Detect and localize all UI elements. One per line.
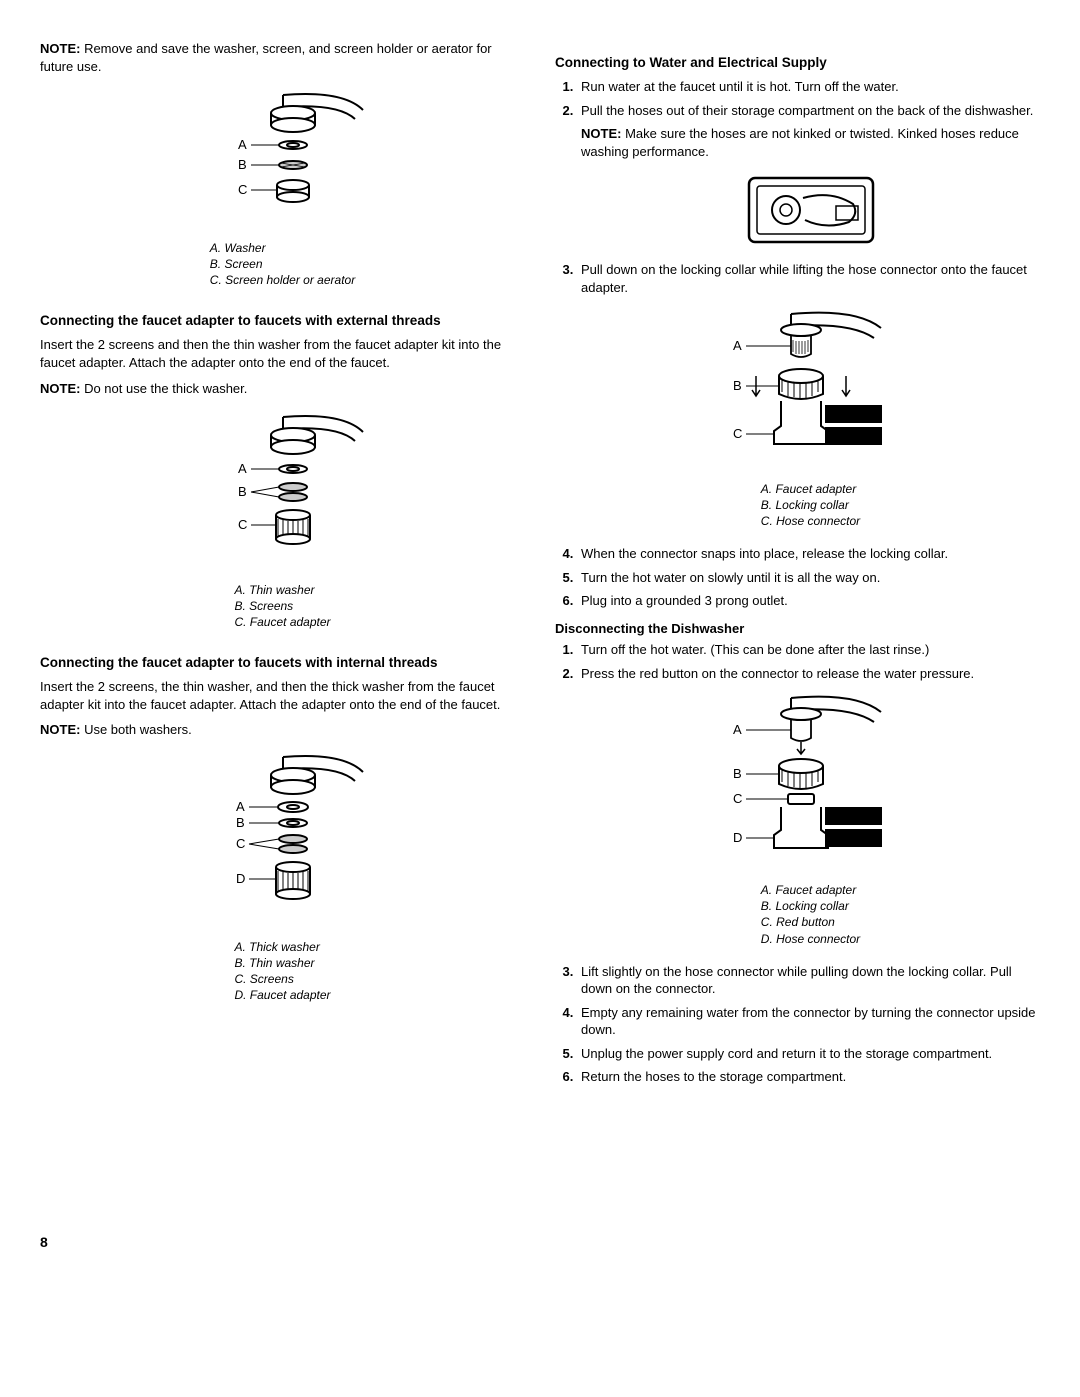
page-number: 8 bbox=[40, 1233, 525, 1252]
fig5-caption: A. Faucet adapter B. Locking collar C. R… bbox=[761, 882, 860, 947]
fig1-caption-wrap: A. Washer B. Screen C. Screen holder or … bbox=[40, 236, 525, 299]
note-lead: NOTE: bbox=[581, 126, 621, 141]
disconnect-step-1: Turn off the hot water. (This can be don… bbox=[577, 641, 1040, 659]
fig3-label-a: A bbox=[236, 799, 245, 814]
disconnect-step-6: Return the hoses to the storage compartm… bbox=[577, 1068, 1040, 1086]
figure-1: A B C bbox=[40, 85, 525, 230]
fig5-label-d: D bbox=[733, 830, 742, 845]
fig3-caption-d: D. Faucet adapter bbox=[234, 987, 330, 1003]
connect-step-2: Pull the hoses out of their storage comp… bbox=[577, 102, 1040, 255]
faucet-diagram-3-icon: A B C D bbox=[183, 749, 383, 924]
fig4-label-b: B bbox=[733, 378, 742, 393]
connect-step-1: Run water at the faucet until it is hot.… bbox=[577, 78, 1040, 96]
fig5-label-a: A bbox=[733, 722, 742, 737]
fig3-label-c: C bbox=[236, 836, 245, 851]
top-note: NOTE: Remove and save the washer, screen… bbox=[40, 40, 525, 75]
connect-step-6: Plug into a grounded 3 prong outlet. bbox=[577, 592, 1040, 610]
page-body: NOTE: Remove and save the washer, screen… bbox=[40, 40, 1040, 1252]
note-lead: NOTE: bbox=[40, 722, 80, 737]
figure-compartment bbox=[581, 170, 1040, 255]
fig2-caption-c: C. Faucet adapter bbox=[234, 614, 330, 630]
fig3-label-d: D bbox=[236, 871, 245, 886]
figure-3: A B C D bbox=[40, 749, 525, 929]
figure-2: A B C bbox=[40, 407, 525, 572]
note-lead: NOTE: bbox=[40, 41, 80, 56]
figure-5: A B C D bbox=[581, 692, 1040, 872]
fig1-label-b: B bbox=[238, 157, 247, 172]
fig4-caption: A. Faucet adapter B. Locking collar C. H… bbox=[761, 481, 860, 530]
fig1-caption-a: A. Washer bbox=[210, 240, 355, 256]
fig3-caption-a: A. Thick washer bbox=[234, 939, 330, 955]
fig2-caption-a: A. Thin washer bbox=[234, 582, 330, 598]
fig5-label-b: B bbox=[733, 766, 742, 781]
fig3-caption-b: B. Thin washer bbox=[234, 955, 330, 971]
note-text: Use both washers. bbox=[80, 722, 191, 737]
fig3-caption: A. Thick washer B. Thin washer C. Screen… bbox=[234, 939, 330, 1004]
disconnect-step-2: Press the red button on the connector to… bbox=[577, 665, 1040, 957]
fig5-caption-a: A. Faucet adapter bbox=[761, 882, 860, 898]
faucet-diagram-1-icon: A B C bbox=[183, 85, 383, 225]
dstep2-text: Press the red button on the connector to… bbox=[581, 666, 974, 681]
heading-external-threads: Connecting the faucet adapter to faucets… bbox=[40, 312, 525, 330]
fig5-caption-c: C. Red button bbox=[761, 914, 860, 930]
disconnect-step-4: Empty any remaining water from the conne… bbox=[577, 1004, 1040, 1039]
fig1-label-c: C bbox=[238, 182, 247, 197]
fig5-caption-wrap: A. Faucet adapter B. Locking collar C. R… bbox=[581, 878, 1040, 957]
disconnect-diagram-icon: A B C D bbox=[696, 692, 926, 867]
note-lead: NOTE: bbox=[40, 381, 80, 396]
note-internal: NOTE: Use both washers. bbox=[40, 721, 525, 739]
note-text: Make sure the hoses are not kinked or tw… bbox=[581, 126, 1019, 159]
heading-disconnecting: Disconnecting the Dishwasher bbox=[555, 620, 1040, 638]
step3-text: Pull down on the locking collar while li… bbox=[581, 262, 1027, 295]
faucet-diagram-2-icon: A B C bbox=[183, 407, 383, 567]
step2-note: NOTE: Make sure the hoses are not kinked… bbox=[581, 125, 1040, 160]
heading-connecting-supply: Connecting to Water and Electrical Suppl… bbox=[555, 54, 1040, 72]
fig5-caption-b: B. Locking collar bbox=[761, 898, 860, 914]
fig2-caption-b: B. Screens bbox=[234, 598, 330, 614]
figure-4: A B C bbox=[581, 306, 1040, 471]
hose-connector-diagram-icon: A B C bbox=[696, 306, 926, 466]
para-external: Insert the 2 screens and then the thin w… bbox=[40, 336, 525, 371]
fig4-label-c: C bbox=[733, 426, 742, 441]
fig1-caption-c: C. Screen holder or aerator bbox=[210, 272, 355, 288]
fig5-label-c: C bbox=[733, 791, 742, 806]
note-external: NOTE: Do not use the thick washer. bbox=[40, 380, 525, 398]
connect-step-3: Pull down on the locking collar while li… bbox=[577, 261, 1040, 539]
fig3-caption-wrap: A. Thick washer B. Thin washer C. Screen… bbox=[40, 935, 525, 1014]
fig2-label-c: C bbox=[238, 517, 247, 532]
fig4-caption-a: A. Faucet adapter bbox=[761, 481, 860, 497]
fig1-label-a: A bbox=[238, 137, 247, 152]
disconnect-step-5: Unplug the power supply cord and return … bbox=[577, 1045, 1040, 1063]
right-column: Connecting to Water and Electrical Suppl… bbox=[555, 40, 1040, 1252]
disconnect-steps: Turn off the hot water. (This can be don… bbox=[555, 641, 1040, 1086]
fig4-caption-b: B. Locking collar bbox=[761, 497, 860, 513]
fig2-caption-wrap: A. Thin washer B. Screens C. Faucet adap… bbox=[40, 578, 525, 641]
note-text: Do not use the thick washer. bbox=[80, 381, 247, 396]
fig1-caption: A. Washer B. Screen C. Screen holder or … bbox=[210, 240, 355, 289]
disconnect-step-3: Lift slightly on the hose connector whil… bbox=[577, 963, 1040, 998]
left-column: NOTE: Remove and save the washer, screen… bbox=[40, 40, 525, 1252]
fig2-caption: A. Thin washer B. Screens C. Faucet adap… bbox=[234, 582, 330, 631]
fig5-caption-d: D. Hose connector bbox=[761, 931, 860, 947]
connect-step-4: When the connector snaps into place, rel… bbox=[577, 545, 1040, 563]
hose-compartment-icon bbox=[741, 170, 881, 250]
fig3-label-b: B bbox=[236, 815, 245, 830]
fig2-label-b: B bbox=[238, 484, 247, 499]
fig4-label-a: A bbox=[733, 338, 742, 353]
fig4-caption-c: C. Hose connector bbox=[761, 513, 860, 529]
connect-step-5: Turn the hot water on slowly until it is… bbox=[577, 569, 1040, 587]
fig1-caption-b: B. Screen bbox=[210, 256, 355, 272]
step2-text: Pull the hoses out of their storage comp… bbox=[581, 103, 1033, 118]
fig4-caption-wrap: A. Faucet adapter B. Locking collar C. H… bbox=[581, 477, 1040, 540]
fig3-caption-c: C. Screens bbox=[234, 971, 330, 987]
connect-steps: Run water at the faucet until it is hot.… bbox=[555, 78, 1040, 610]
fig2-label-a: A bbox=[238, 461, 247, 476]
heading-internal-threads: Connecting the faucet adapter to faucets… bbox=[40, 654, 525, 672]
para-internal: Insert the 2 screens, the thin washer, a… bbox=[40, 678, 525, 713]
note-text: Remove and save the washer, screen, and … bbox=[40, 41, 492, 74]
